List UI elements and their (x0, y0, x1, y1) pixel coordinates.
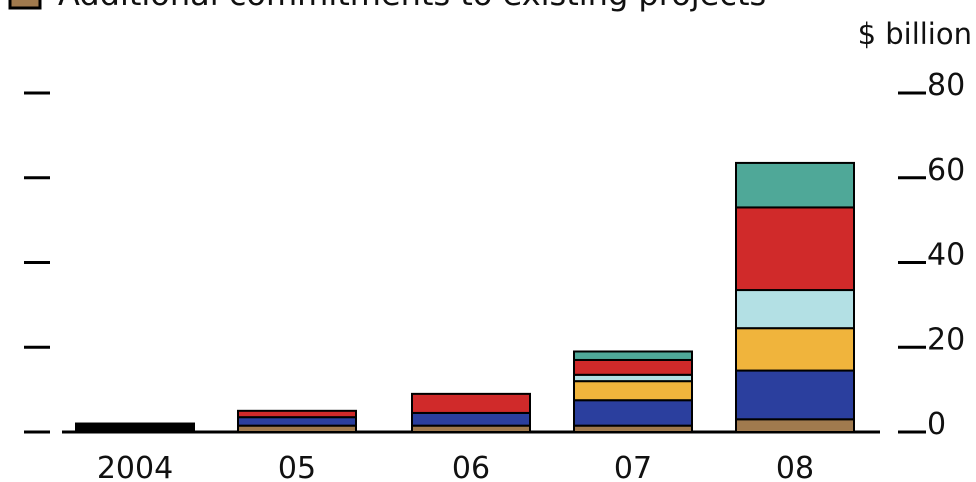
bar-stack (573, 350, 693, 433)
bar-segment (573, 380, 693, 402)
legend-label: Additional commitments to existing proje… (58, 0, 766, 13)
bar-segment (735, 289, 855, 330)
bar-segment (573, 358, 693, 376)
bar-stack (75, 422, 195, 433)
bar-segment (735, 327, 855, 372)
bar-segment (237, 416, 357, 427)
bar-segment (735, 206, 855, 292)
legend: Additional commitments to existing proje… (8, 0, 766, 13)
bar-segment (411, 411, 531, 427)
bar-segment (75, 422, 195, 433)
bar-segment (573, 399, 693, 427)
bar-stack (237, 409, 357, 433)
y-tick-label: 80 (927, 68, 965, 103)
x-axis-labels: 2004 05 06 07 08 (97, 451, 814, 482)
legend-swatch (8, 0, 42, 10)
bar-stack (411, 392, 531, 433)
y-tick-label: 20 (927, 322, 965, 357)
bar-segment (573, 350, 693, 361)
x-tick-label: 06 (452, 451, 490, 482)
left-tick-marks (24, 91, 50, 434)
y-tick-label: 40 (927, 238, 965, 273)
bars (75, 161, 855, 434)
y-axis-unit-label: $ billion (858, 17, 972, 51)
x-tick-label: 2004 (97, 451, 173, 482)
right-axis: 0 20 40 60 80 (898, 68, 965, 442)
y-tick-label: 60 (927, 153, 965, 188)
x-tick-label: 07 (614, 451, 652, 482)
bar-stack (735, 161, 855, 434)
bar-segment (411, 392, 531, 414)
bar-segment (735, 161, 855, 209)
x-tick-label: 08 (776, 451, 814, 482)
x-tick-label: 05 (278, 451, 316, 482)
y-tick-label: 0 (927, 407, 946, 442)
bar-segment (735, 369, 855, 421)
bar-segment (735, 418, 855, 434)
bar-segment (237, 409, 357, 419)
